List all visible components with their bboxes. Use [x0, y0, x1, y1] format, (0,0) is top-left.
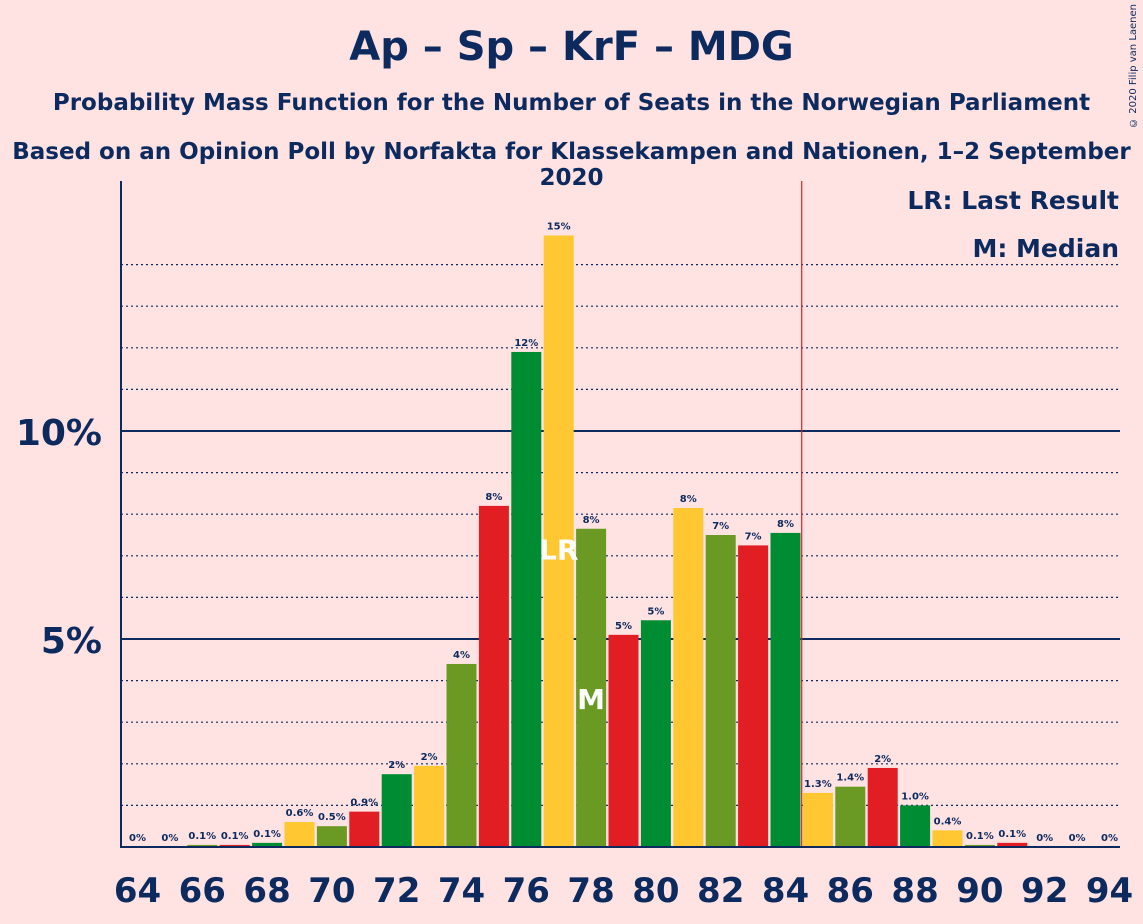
y-tick-5: 5%	[41, 621, 102, 662]
bar-68	[252, 842, 283, 847]
bar-label-72: 2%	[388, 760, 405, 771]
x-tick-64: 64	[114, 871, 161, 911]
chart-title: Ap – Sp – KrF – MDG	[349, 24, 794, 70]
bar-89	[932, 830, 963, 847]
bar-label-68: 0.1%	[253, 829, 281, 840]
last-result-marker: LR	[539, 533, 578, 566]
bar-81	[673, 507, 704, 847]
legend-median: M: Median	[972, 234, 1119, 263]
legend-last-result: LR: Last Result	[907, 186, 1119, 215]
bar-90	[964, 844, 995, 847]
x-tick-72: 72	[373, 871, 420, 911]
bar-label-78: 8%	[583, 515, 600, 526]
bar-69	[284, 822, 315, 847]
bar-label-88: 1.0%	[901, 791, 929, 802]
bar-76	[511, 351, 542, 847]
bar-label-89: 0.4%	[934, 816, 962, 827]
bar-label-77: 15%	[547, 221, 571, 232]
bar-70	[316, 826, 347, 847]
bar-67	[219, 844, 250, 847]
bar-80	[640, 620, 671, 847]
bar-label-82: 7%	[712, 521, 729, 532]
x-tick-90: 90	[956, 871, 1003, 911]
bar-66	[187, 844, 218, 847]
bar-71	[349, 811, 380, 847]
bar-label-85: 1.3%	[804, 779, 832, 790]
bar-label-87: 2%	[874, 754, 891, 765]
bar-label-86: 1.4%	[836, 773, 864, 784]
x-tick-66: 66	[179, 871, 226, 911]
bar-79	[608, 634, 639, 847]
bar-label-90: 0.1%	[966, 831, 994, 842]
x-tick-88: 88	[891, 871, 938, 911]
bar-78	[576, 528, 607, 847]
x-tick-labels: 64 66 68 70 72 74 76 78 80 82 84 86 88 90 92 94	[114, 871, 1133, 911]
y-tick-labels: 5% 10%	[16, 413, 102, 662]
bar-label-65: 0%	[161, 833, 178, 844]
bar-label-64: 0%	[129, 833, 146, 844]
bar-82	[705, 535, 736, 847]
x-tick-94: 94	[1086, 871, 1133, 911]
bar-77	[543, 235, 574, 848]
bar-labels: 0% 0% 0.1% 0.1% 0.1% 0.6% 0.5% 0.9% 2% 2% 4% 8% 12% 1…	[129, 221, 1118, 844]
bar-label-91: 0.1%	[998, 829, 1026, 840]
bar-85	[802, 792, 833, 847]
bar-73	[414, 765, 445, 847]
chart-subtitle-2: Based on an Opinion Poll by Norfakta for…	[12, 139, 1131, 191]
bar-74	[446, 663, 477, 847]
x-tick-86: 86	[827, 871, 874, 911]
x-tick-70: 70	[308, 871, 355, 911]
bar-label-93: 0%	[1069, 833, 1086, 844]
bar-91	[997, 842, 1028, 847]
bar-72	[381, 774, 412, 847]
bar-label-73: 2%	[421, 752, 438, 763]
x-tick-68: 68	[243, 871, 290, 911]
bar-label-83: 7%	[745, 531, 762, 542]
chart-subtitle: Probability Mass Function for the Number…	[52, 90, 1091, 116]
y-tick-10: 10%	[16, 413, 102, 454]
x-tick-74: 74	[438, 871, 485, 911]
bar-label-79: 5%	[615, 621, 632, 632]
bar-label-81: 8%	[680, 494, 697, 505]
bar-label-66: 0.1%	[188, 831, 216, 842]
bar-87	[867, 767, 898, 847]
bar-label-67: 0.1%	[221, 831, 249, 842]
bar-label-92: 0%	[1036, 833, 1053, 844]
bar-label-80: 5%	[647, 606, 664, 617]
bar-75	[478, 505, 509, 847]
bars	[187, 235, 1028, 848]
x-tick-92: 92	[1021, 871, 1068, 911]
bar-84	[770, 532, 801, 847]
median-marker: M	[577, 683, 605, 716]
x-tick-82: 82	[697, 871, 744, 911]
bar-83	[738, 545, 769, 847]
bar-label-70: 0.5%	[318, 812, 346, 823]
bar-label-69: 0.6%	[286, 808, 314, 819]
axes	[120, 181, 1120, 848]
bar-label-74: 4%	[453, 650, 470, 661]
bar-label-94: 0%	[1101, 833, 1118, 844]
x-tick-80: 80	[632, 871, 679, 911]
x-tick-76: 76	[503, 871, 550, 911]
bar-label-84: 8%	[777, 519, 794, 530]
x-tick-84: 84	[762, 871, 809, 911]
bar-label-75: 8%	[485, 492, 502, 503]
bar-86	[835, 786, 866, 847]
bar-88	[900, 805, 931, 847]
bar-label-76: 12%	[514, 338, 538, 349]
x-tick-78: 78	[567, 871, 614, 911]
bar-label-71: 0.9%	[350, 798, 378, 809]
